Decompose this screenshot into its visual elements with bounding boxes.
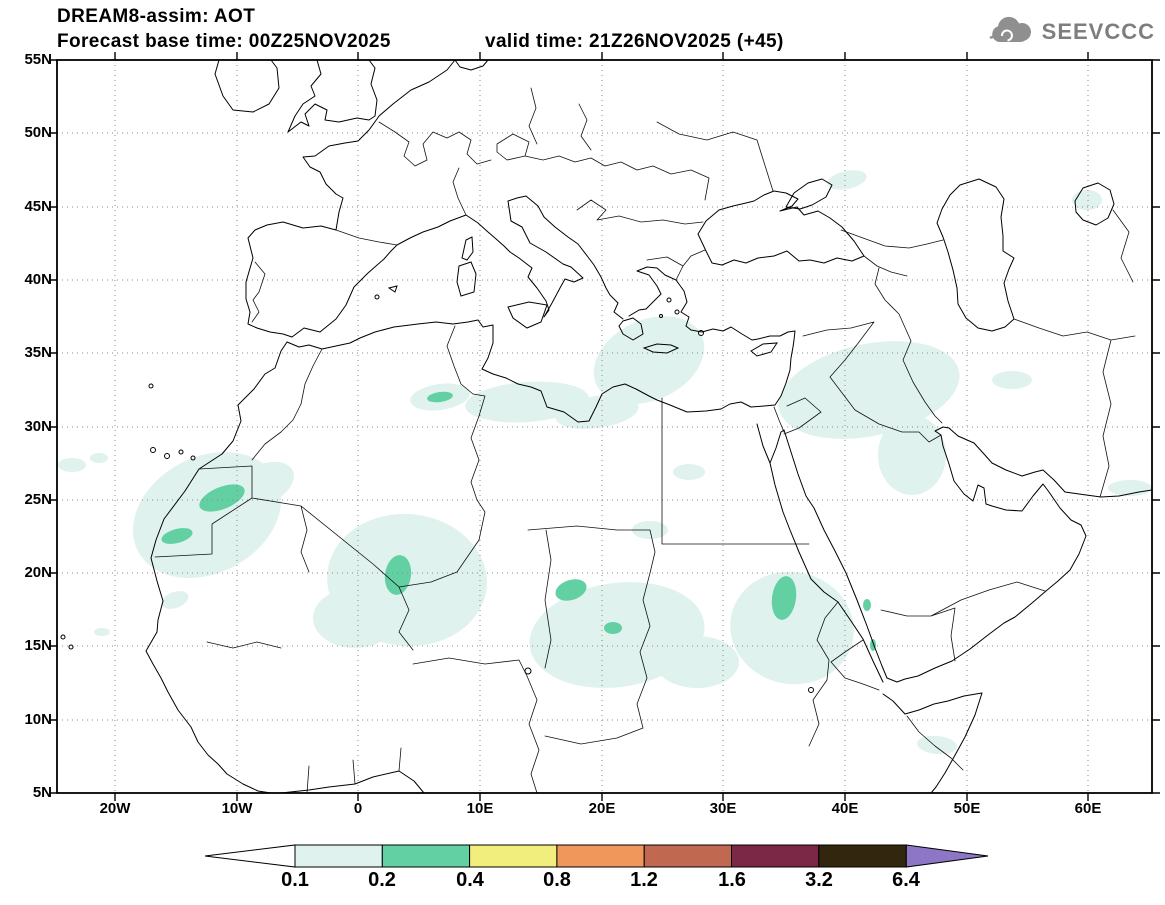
- cb-label-04: 0.4: [456, 869, 484, 891]
- map-frame: [49, 52, 1160, 801]
- colorbar-seg-02: [381, 844, 471, 868]
- colorbar-seg-04: [469, 844, 558, 868]
- lat-label-50n: 50N: [24, 124, 52, 141]
- lon-label-20e: 20E: [588, 800, 616, 817]
- lat-label-10n: 10N: [24, 711, 52, 728]
- lat-label-20n: 20N: [24, 564, 52, 581]
- map-canvas: [49, 52, 1160, 801]
- cb-label-08: 0.8: [543, 869, 571, 891]
- seevccc-logo: SEEVCCC: [987, 16, 1155, 48]
- cb-label-16: 1.6: [718, 869, 746, 891]
- cb-label-02: 0.2: [368, 869, 396, 891]
- page-title: DREAM8-assim: AOT: [57, 6, 256, 27]
- cb-label-12: 1.2: [630, 869, 658, 891]
- lon-label-20w: 20W: [99, 800, 131, 817]
- seevccc-cloud-icon: [989, 16, 1031, 42]
- aot-01-layer: [58, 170, 1152, 755]
- logo-text: SEEVCCC: [1041, 19, 1155, 44]
- country-borders: [154, 87, 1136, 794]
- colorbar-seg-32: [818, 844, 907, 868]
- lon-label-10e: 10E: [466, 800, 494, 817]
- small-islands: [60, 294, 814, 693]
- lat-label-35n: 35N: [24, 344, 52, 361]
- lat-label-30n: 30N: [24, 418, 52, 435]
- lon-label-10w: 10W: [221, 800, 253, 817]
- cb-label-64: 6.4: [892, 869, 920, 891]
- cb-label-01: 0.1: [281, 869, 309, 891]
- cb-label-32: 3.2: [805, 869, 833, 891]
- coastlines: [60, 59, 1153, 794]
- lat-label-40n: 40N: [24, 271, 52, 288]
- colorbar: [204, 844, 989, 868]
- colorbar-seg-12: [643, 844, 733, 868]
- lat-label-45n: 45N: [24, 198, 52, 215]
- colorbar-arrow-left: [204, 844, 296, 868]
- lat-label-55n: 55N: [24, 51, 52, 68]
- colorbar-arrow-right: [905, 844, 989, 868]
- lon-label-40e: 40E: [831, 800, 859, 817]
- lon-label-60e: 60E: [1074, 800, 1102, 817]
- colorbar-seg-08: [556, 844, 645, 868]
- lon-label-30e: 30E: [709, 800, 737, 817]
- aot-02-layer: [161, 391, 876, 651]
- valid-time: valid time: 21Z26NOV2025 (+45): [485, 31, 784, 52]
- colorbar-seg-16: [731, 844, 820, 868]
- lon-label-50e: 50E: [953, 800, 981, 817]
- lat-label-15n: 15N: [24, 637, 52, 654]
- forecast-base-time: Forecast base time: 00Z25NOV2025: [57, 31, 391, 52]
- colorbar-seg-01: [294, 844, 383, 868]
- lat-label-5n: 5N: [32, 784, 52, 801]
- lon-label-0: 0: [353, 800, 363, 817]
- lat-label-25n: 25N: [24, 491, 52, 508]
